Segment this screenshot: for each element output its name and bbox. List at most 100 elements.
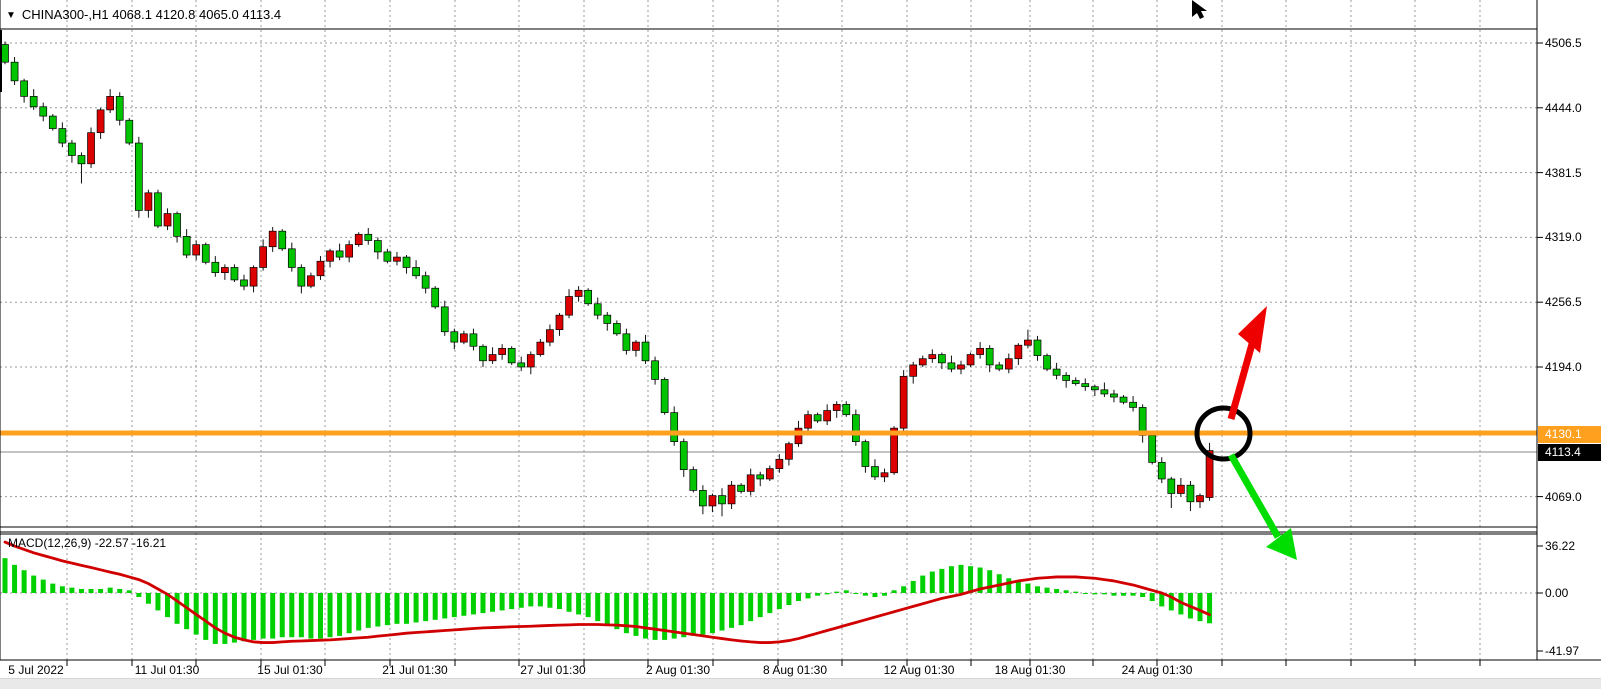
candle[interactable]: [1148, 435, 1157, 463]
candle[interactable]: [957, 364, 965, 370]
candle[interactable]: [125, 119, 134, 144]
candle[interactable]: [297, 267, 306, 287]
candle[interactable]: [565, 296, 573, 316]
candle[interactable]: [813, 414, 822, 422]
candle[interactable]: [938, 354, 946, 364]
candle[interactable]: [918, 358, 927, 366]
candle[interactable]: [679, 441, 688, 470]
candle[interactable]: [985, 347, 994, 366]
candle[interactable]: [307, 275, 315, 287]
candle[interactable]: [1, 44, 9, 63]
candle[interactable]: [1186, 484, 1195, 503]
candle[interactable]: [708, 495, 717, 507]
candle[interactable]: [249, 267, 258, 287]
candle[interactable]: [211, 261, 220, 274]
candle[interactable]: [995, 364, 1004, 370]
candle[interactable]: [364, 233, 373, 241]
candle[interactable]: [517, 362, 526, 368]
annotation-circle[interactable]: [1194, 405, 1253, 462]
candle[interactable]: [746, 474, 755, 492]
candle[interactable]: [1177, 484, 1185, 494]
candle[interactable]: [163, 213, 172, 227]
candle[interactable]: [727, 484, 736, 505]
candle[interactable]: [1110, 393, 1118, 398]
candle[interactable]: [20, 80, 28, 97]
candle[interactable]: [641, 341, 650, 362]
candle[interactable]: [96, 109, 105, 134]
candle[interactable]: [909, 364, 918, 377]
candle[interactable]: [173, 213, 181, 237]
candle[interactable]: [1157, 462, 1166, 480]
candle[interactable]: [488, 354, 497, 362]
candle[interactable]: [756, 474, 765, 480]
candle[interactable]: [68, 142, 76, 156]
candle[interactable]: [584, 289, 593, 305]
candle[interactable]: [431, 287, 440, 308]
candle[interactable]: [823, 410, 832, 422]
candle[interactable]: [861, 441, 870, 467]
candle[interactable]: [345, 244, 354, 258]
candle[interactable]: [1090, 386, 1099, 391]
candle[interactable]: [479, 345, 487, 362]
candle[interactable]: [106, 96, 115, 111]
candle[interactable]: [48, 115, 57, 129]
candle[interactable]: [498, 347, 506, 355]
candle[interactable]: [58, 128, 67, 144]
candle[interactable]: [1167, 478, 1176, 494]
candle[interactable]: [880, 472, 889, 478]
candle[interactable]: [182, 236, 191, 256]
candle[interactable]: [1062, 374, 1071, 381]
candle[interactable]: [976, 347, 984, 355]
candle[interactable]: [966, 354, 975, 366]
candle[interactable]: [785, 443, 793, 460]
candle[interactable]: [192, 244, 201, 256]
candle[interactable]: [440, 306, 449, 333]
candle[interactable]: [1014, 344, 1023, 360]
candle[interactable]: [1004, 358, 1013, 370]
candle[interactable]: [507, 347, 516, 364]
candle[interactable]: [460, 333, 468, 343]
candle[interactable]: [268, 230, 277, 248]
candle[interactable]: [373, 240, 382, 253]
candle[interactable]: [928, 354, 937, 360]
candle[interactable]: [1024, 339, 1032, 346]
bullish-arrow-annotation[interactable]: [1227, 343, 1256, 420]
candle[interactable]: [660, 379, 669, 413]
candle[interactable]: [1071, 380, 1080, 384]
candle[interactable]: [1033, 339, 1042, 356]
horizontal-support-line[interactable]: [0, 430, 1537, 436]
candle[interactable]: [718, 495, 726, 505]
candle[interactable]: [144, 192, 153, 211]
candle[interactable]: [402, 256, 411, 268]
candle[interactable]: [622, 333, 631, 351]
bearish-arrow-annotation-head[interactable]: [1266, 528, 1297, 560]
symbol-dropdown-icon[interactable]: ▼: [6, 10, 16, 21]
candle[interactable]: [77, 155, 86, 165]
candle[interactable]: [842, 403, 851, 416]
candle[interactable]: [555, 314, 564, 331]
candle[interactable]: [201, 244, 210, 263]
candle[interactable]: [689, 469, 698, 491]
candle[interactable]: [1119, 396, 1128, 403]
candle[interactable]: [593, 303, 602, 316]
candle[interactable]: [39, 106, 48, 117]
candle[interactable]: [546, 329, 554, 343]
candle[interactable]: [651, 360, 659, 380]
candle[interactable]: [259, 246, 267, 268]
candle[interactable]: [670, 412, 679, 442]
candle[interactable]: [10, 61, 19, 82]
candle[interactable]: [1205, 450, 1214, 498]
candle[interactable]: [1052, 368, 1061, 376]
candle[interactable]: [115, 96, 124, 121]
candle[interactable]: [335, 250, 344, 258]
candle[interactable]: [574, 289, 583, 297]
candle[interactable]: [699, 490, 707, 507]
candle[interactable]: [832, 403, 841, 411]
candle[interactable]: [536, 341, 545, 355]
candle[interactable]: [871, 466, 879, 478]
candle[interactable]: [775, 458, 784, 469]
candle[interactable]: [632, 341, 640, 351]
candle[interactable]: [603, 314, 612, 324]
candle[interactable]: [383, 251, 392, 262]
